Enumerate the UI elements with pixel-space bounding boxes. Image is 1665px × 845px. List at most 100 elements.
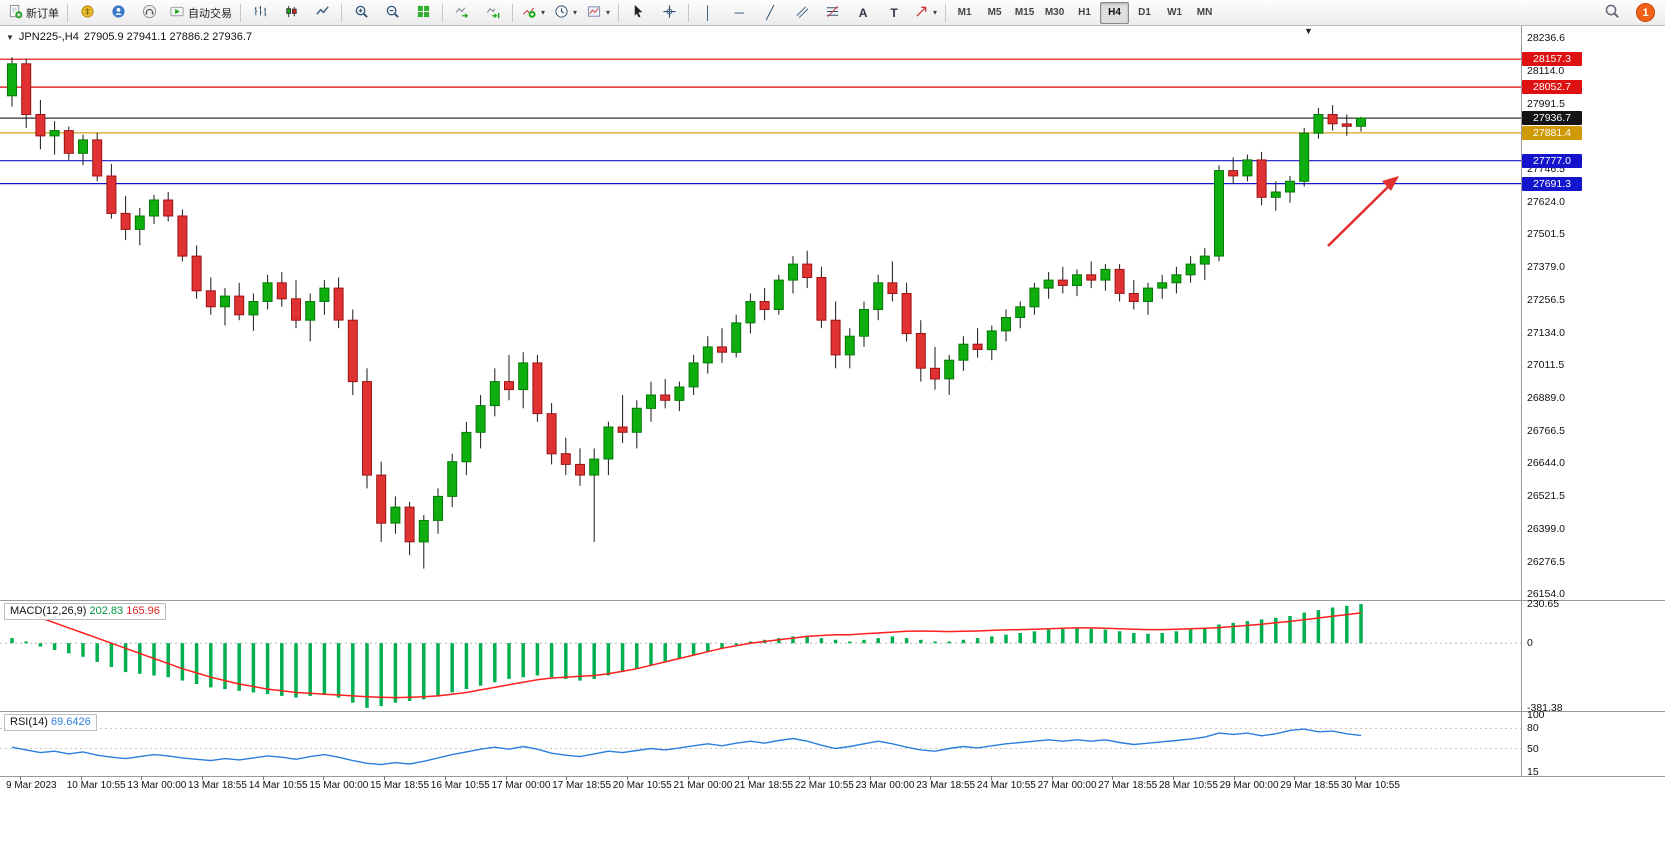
panel-separator-rsi[interactable] [0,711,1665,712]
time-axis-label: 17 Mar 18:55 [552,780,612,791]
chart-window: ▼ JPN225-,H4 27905.9 27941.1 27886.2 279… [0,26,1665,845]
periods-dropdown-caret[interactable]: ▾ [573,8,578,17]
tab-timeframe-h1[interactable]: H1 [1078,7,1091,18]
candlestick-plot[interactable] [0,26,1521,600]
time-tick [1233,776,1235,780]
panel-separator-macd[interactable] [0,600,1665,601]
fibonacci-tool-button[interactable] [817,1,847,25]
macd-plot[interactable] [0,600,1521,711]
candle [376,474,387,524]
templates-button[interactable]: ▾ [582,1,614,25]
tab-timeframe-m1[interactable]: M1 [957,7,972,18]
candle [646,394,656,409]
candle [475,405,486,433]
new-order-icon [8,4,23,22]
toolbar-separator [67,3,68,22]
trend-arrow-head[interactable] [1382,176,1399,191]
candle [1043,279,1054,289]
panel-separator-timeaxis [0,776,1665,777]
arrows-dropdown-caret[interactable]: ▾ [933,8,938,17]
bar-chart-button[interactable] [245,1,275,25]
rsi-plot[interactable] [0,711,1521,776]
chart-shift-button[interactable] [478,1,508,25]
tab-timeframe-h4[interactable]: H4 [1100,1,1130,24]
timeframe-group: M1 M5 M15 M30 H1 H4 D1 W1 MN [950,1,1219,24]
rsi-value: 69.6426 [50,716,91,728]
macd-axis-label: 0 [1527,637,1533,650]
tab-timeframe-m30[interactable]: M30 [1044,7,1065,18]
horizontal-line-tool-button[interactable]: ─ [724,1,754,25]
tab-timeframe-m5[interactable]: M5 [987,7,1002,18]
time-tick [990,776,992,780]
tab-timeframe-m15[interactable]: M15 [1014,7,1035,18]
candle [305,301,316,321]
price-tick-label: 27991.5 [1527,97,1565,110]
rsi-line [11,728,1362,766]
tile-windows-button[interactable] [408,1,438,25]
notification-badge[interactable]: 1 [1636,3,1655,22]
label-tool-button[interactable]: T [879,1,909,25]
candle [631,407,642,433]
price-tick-label: 26889.0 [1527,391,1565,404]
crosshair-button[interactable] [654,1,684,25]
templates-dropdown-caret[interactable]: ▾ [606,8,611,17]
candle [717,346,727,353]
candle [1128,293,1139,302]
toolbar-separator [945,3,947,22]
candle [291,298,301,321]
channel-tool-button[interactable] [786,1,816,25]
time-tick [20,776,21,780]
bar-chart-icon [253,4,268,22]
tab-timeframe-d1[interactable]: D1 [1138,7,1151,18]
time-tick [930,776,932,780]
time-axis-label: 20 Mar 10:55 [612,780,672,791]
trend-arrow[interactable] [1327,181,1394,247]
arrows-tool-button[interactable]: ▾ [910,1,941,25]
zoom-in-button[interactable] [346,1,376,25]
search-button[interactable] [1597,1,1627,25]
candle [404,506,415,543]
price-axis-border [1521,26,1522,776]
candle [915,333,926,369]
candle [220,295,230,308]
gold-badge-button[interactable] [72,1,102,25]
cursor-button[interactable] [623,1,653,25]
time-axis-label: 28 Mar 10:55 [1159,780,1218,791]
support-headset-button[interactable] [134,1,164,25]
text-tool-icon: A [858,5,868,20]
zoom-out-button[interactable] [377,1,407,25]
time-axis-label: 15 Mar 00:00 [309,780,369,791]
chart-shift-marker-icon[interactable]: ▼ [1304,26,1313,36]
trendline-tool-button[interactable]: ╱ [755,1,785,25]
tab-timeframe-mn[interactable]: MN [1196,7,1213,18]
candle [134,215,145,230]
chart-ohlc-values: 27905.9 27941.1 27886.2 27936.7 [83,31,253,43]
vertical-line-tool-button[interactable]: │ [693,1,723,25]
text-tool-button[interactable]: A [848,1,878,25]
line-chart-button[interactable] [307,1,337,25]
community-button[interactable] [103,1,133,25]
candle [773,279,784,311]
candle [1057,279,1068,286]
autotrading-button[interactable]: 自动交易 [165,1,236,25]
chart-collapse-icon[interactable]: ▼ [6,32,14,42]
candle [248,301,259,316]
auto-scroll-button[interactable] [447,1,477,25]
candle [589,458,600,476]
tab-timeframe-w1[interactable]: W1 [1167,7,1183,18]
time-tick [80,776,82,780]
candle [958,343,969,361]
indicators-dropdown-caret[interactable]: ▾ [541,8,546,17]
periods-button[interactable]: ▾ [550,1,581,25]
auto-scroll-icon [454,4,470,22]
rsi-name: RSI(14) [10,716,48,728]
new-order-button[interactable]: 新订单 [4,1,63,25]
candlestick-chart-button[interactable] [276,1,306,25]
time-tick [1112,776,1114,780]
time-tick [1294,776,1296,780]
candle [319,287,330,303]
candle [1285,180,1295,193]
candle [120,212,131,230]
indicators-button[interactable]: ▾ [517,1,549,25]
trendline-icon: ╱ [766,5,774,20]
